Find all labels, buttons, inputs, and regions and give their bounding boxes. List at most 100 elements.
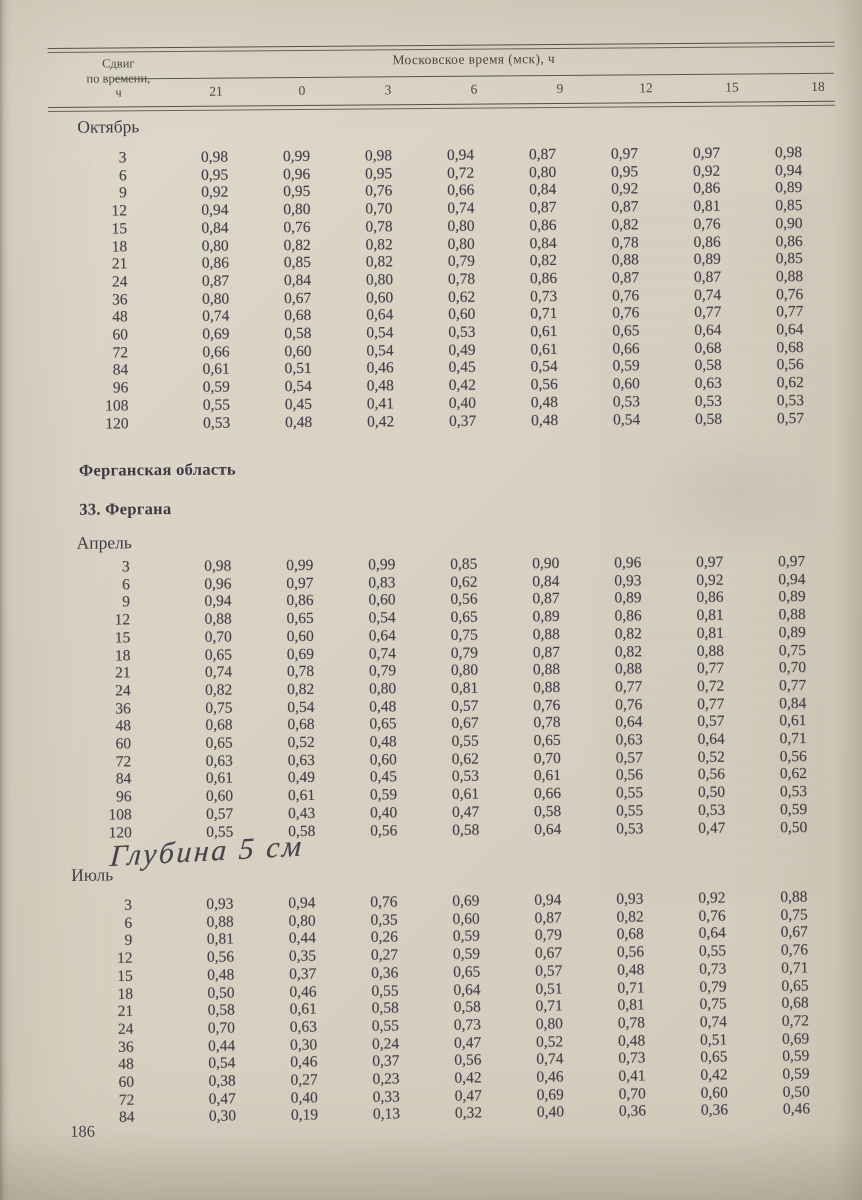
correlation-value: 0,67 <box>451 714 479 733</box>
correlation-value: 0,77 <box>615 678 643 696</box>
correlation-value: 0,90 <box>532 554 560 573</box>
correlation-value: 0,64 <box>534 820 562 838</box>
correlation-value: 0,54 <box>612 410 641 429</box>
correlation-value: 0,55 <box>371 981 399 1000</box>
correlation-value: 0,62 <box>447 288 476 306</box>
correlation-value: 0,33 <box>372 1088 400 1106</box>
hour-column-label: 12 <box>639 80 653 96</box>
correlation-value: 0,89 <box>775 179 803 197</box>
correlation-value: 0,53 <box>451 768 480 786</box>
time-shift-value: 48 <box>112 308 128 326</box>
correlation-value: 0,60 <box>452 910 480 928</box>
correlation-value: 0,50 <box>782 1083 810 1101</box>
correlation-value: 0,52 <box>287 733 315 752</box>
correlation-value: 0,48 <box>369 697 397 716</box>
correlation-value: 0,50 <box>207 983 235 1002</box>
correlation-value: 0,67 <box>534 944 563 962</box>
correlation-value: 0,62 <box>451 750 479 768</box>
correlation-value: 0,79 <box>534 926 562 945</box>
correlation-value: 0,47 <box>454 1087 482 1105</box>
time-shift-value: 15 <box>114 629 131 647</box>
correlation-value: 0,98 <box>200 148 229 166</box>
correlation-value: 0,46 <box>289 982 317 1001</box>
correlation-value: 0,98 <box>364 147 393 165</box>
correlation-value: 0,61 <box>202 361 230 379</box>
correlation-value: 0,36 <box>700 1101 729 1120</box>
correlation-value: 0,42 <box>448 376 476 394</box>
correlation-value: 0,63 <box>289 1018 318 1036</box>
correlation-value: 0,54 <box>287 698 315 716</box>
correlation-value: 0,74 <box>693 286 722 304</box>
correlation-value: 0,61 <box>289 1000 317 1019</box>
correlation-value: 0,55 <box>615 784 644 802</box>
correlation-value: 0,69 <box>202 325 230 343</box>
correlation-value: 0,79 <box>699 977 727 996</box>
correlation-value: 0,60 <box>612 375 640 393</box>
time-shift-value: 3 <box>124 896 133 914</box>
correlation-value: 0,87 <box>611 269 640 287</box>
time-shift-value: 12 <box>116 949 133 968</box>
correlation-value: 0,95 <box>365 164 393 183</box>
correlation-value: 0,71 <box>535 997 563 1016</box>
correlation-value: 0,92 <box>698 889 726 907</box>
correlation-value: 0,61 <box>779 712 807 730</box>
correlation-value: 0,56 <box>776 356 804 374</box>
correlation-value: 0,35 <box>370 911 398 929</box>
correlation-value: 0,19 <box>290 1106 319 1125</box>
correlation-value: 0,67 <box>283 289 312 307</box>
correlation-value: 0,94 <box>534 891 562 909</box>
correlation-value: 0,56 <box>615 766 644 784</box>
correlation-value: 0,74 <box>447 199 475 217</box>
time-shift-value: 84 <box>115 770 132 788</box>
correlation-value: 0,23 <box>372 1070 400 1088</box>
correlation-value: 0,79 <box>450 644 479 662</box>
correlation-value: 0,80 <box>529 163 557 181</box>
region-heading: Ферганская область <box>78 459 237 480</box>
time-shift-value: 96 <box>112 379 129 397</box>
correlation-value: 0,77 <box>694 304 722 322</box>
correlation-value: 0,48 <box>530 411 559 429</box>
correlation-value: 0,78 <box>365 218 393 236</box>
correlation-value: 0,69 <box>781 1030 810 1048</box>
correlation-value: 0,13 <box>372 1105 401 1124</box>
correlation-value: 0,46 <box>536 1068 564 1086</box>
correlation-value: 0,66 <box>533 785 562 803</box>
correlation-value: 0,40 <box>290 1089 318 1107</box>
correlation-value: 0,85 <box>775 250 803 268</box>
header-mid-rule <box>113 72 834 80</box>
correlation-value: 0,54 <box>208 1054 236 1073</box>
correlation-value: 0,85 <box>283 254 311 272</box>
correlation-value: 0,73 <box>618 1049 646 1068</box>
time-shift-value: 9 <box>122 593 131 611</box>
correlation-value: 0,97 <box>692 144 721 162</box>
correlation-value: 0,71 <box>530 305 558 323</box>
correlation-value: 0,38 <box>208 1072 236 1090</box>
correlation-value: 0,75 <box>780 906 808 924</box>
correlation-value: 0,61 <box>530 340 558 358</box>
correlation-value: 0,56 <box>206 948 235 966</box>
correlation-value: 0,65 <box>450 608 478 626</box>
correlation-value: 0,61 <box>205 769 234 788</box>
time-shift-value: 24 <box>117 1020 134 1038</box>
time-shift-value: 21 <box>114 664 131 682</box>
correlation-value: 0,76 <box>698 907 726 925</box>
correlation-value: 0,81 <box>451 679 479 697</box>
correlation-value: 0,64 <box>698 924 726 943</box>
correlation-value: 0,57 <box>697 713 725 731</box>
correlation-value: 0,58 <box>453 998 481 1017</box>
correlation-value: 0,94 <box>775 161 803 179</box>
correlation-value: 0,45 <box>284 395 313 413</box>
correlation-value: 0,57 <box>451 697 479 715</box>
correlation-value: 0,80 <box>447 217 475 235</box>
correlation-value: 0,66 <box>612 340 640 358</box>
correlation-value: 0,70 <box>365 200 393 218</box>
correlation-value: 0,82 <box>616 908 644 926</box>
correlation-value: 0,64 <box>697 730 725 748</box>
correlation-value: 0,97 <box>696 553 724 571</box>
correlation-value: 0,77 <box>779 676 807 695</box>
correlation-value: 0,93 <box>614 572 642 590</box>
time-shift-value: 21 <box>117 1002 134 1021</box>
correlation-value: 0,94 <box>204 592 232 611</box>
correlation-value: 0,62 <box>450 573 478 591</box>
correlation-value: 0,60 <box>284 342 312 360</box>
